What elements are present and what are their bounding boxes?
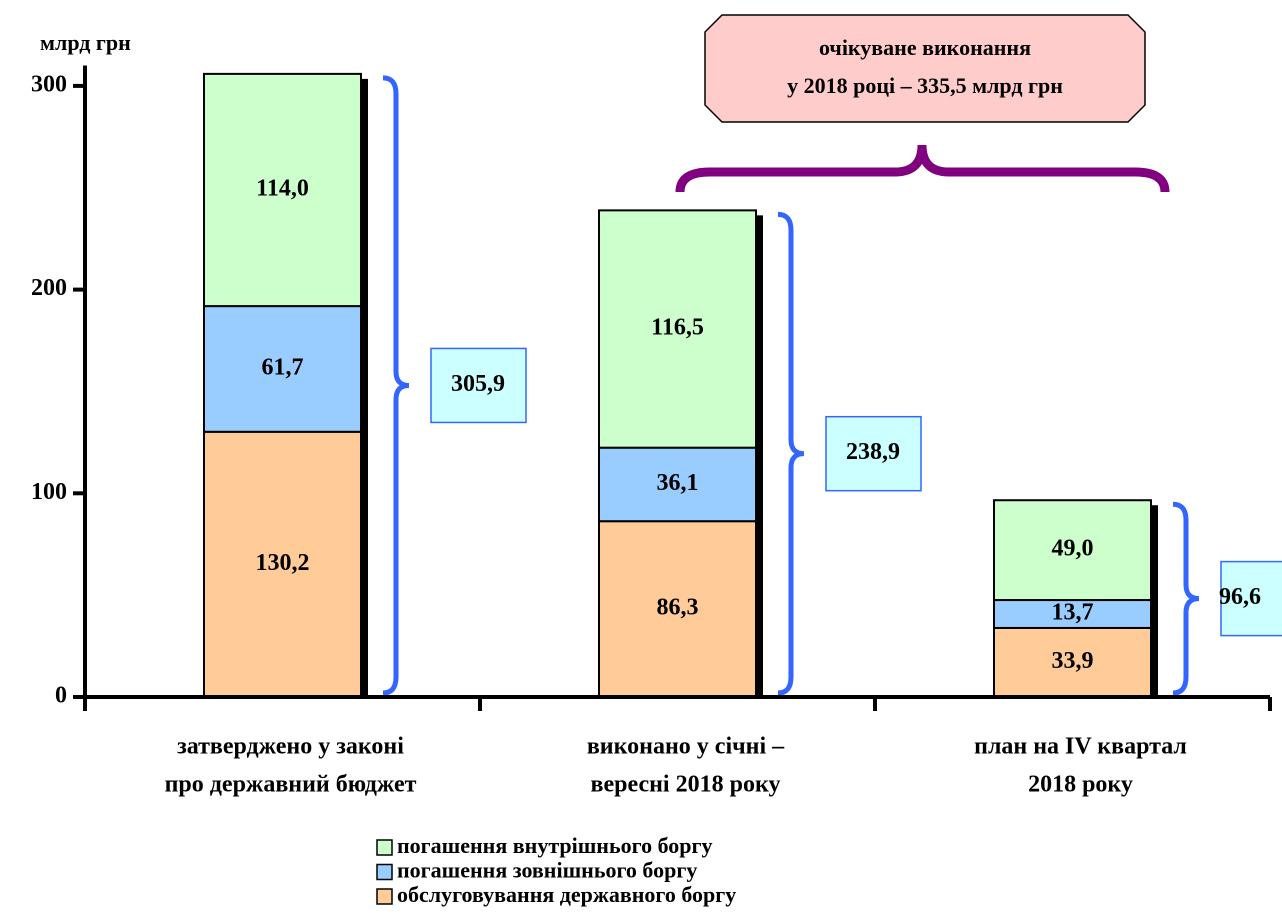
- annotation-box: [704, 14, 1146, 123]
- bar-shadow: [756, 215, 763, 697]
- y-tick-label: 300: [31, 71, 67, 97]
- total-label: 96,6: [1219, 584, 1261, 610]
- data-label: 130,2: [256, 550, 310, 576]
- total-brace: [1172, 501, 1200, 696]
- y-tick-label: 200: [31, 275, 67, 301]
- data-label: 116,5: [651, 315, 704, 341]
- y-axis-label: млрд грн: [40, 30, 131, 55]
- total-brace: [777, 211, 805, 696]
- legend-label: погашення внутрішнього боргу: [397, 833, 713, 858]
- bar-shadow: [361, 78, 368, 697]
- bar-segment: [598, 520, 757, 699]
- data-label: 49,0: [1052, 536, 1094, 562]
- legend-label: обслуговування державного боргу: [397, 882, 736, 907]
- bar-segment: [203, 430, 362, 698]
- data-label: 61,7: [262, 354, 304, 380]
- data-label: 36,1: [657, 470, 699, 496]
- y-tick-label: 0: [55, 683, 67, 709]
- x-tick-label: 2018 року: [1028, 772, 1133, 798]
- total-box: [1220, 560, 1282, 637]
- data-label: 13,7: [1052, 599, 1094, 625]
- bar-segment: [993, 499, 1152, 602]
- annotation: очікуване виконання: [819, 35, 1031, 60]
- bar-segment: [598, 209, 757, 449]
- x-tick-label: вересні 2018 року: [591, 772, 781, 798]
- x-tick-label: виконано у січні –: [587, 734, 785, 760]
- total-box: [430, 347, 527, 424]
- data-label: 114,0: [256, 175, 309, 201]
- legend-swatch: [376, 888, 393, 905]
- total-brace: [382, 75, 410, 696]
- x-tick-label: про державний бюджет: [165, 772, 417, 798]
- total-label: 238,9: [846, 439, 900, 465]
- y-tick-label: 100: [31, 479, 67, 505]
- group-brace: [675, 144, 1170, 193]
- total-box: [825, 415, 922, 492]
- legend-swatch: [376, 863, 393, 881]
- x-tick-label: план на IV квартал: [974, 734, 1187, 760]
- bar-segment: [203, 72, 362, 308]
- legend-label: погашення зовнішнього боргу: [397, 858, 697, 883]
- bar-shadow: [1151, 505, 1158, 697]
- data-label: 86,3: [657, 595, 699, 621]
- data-label: 33,9: [1052, 648, 1094, 674]
- x-tick-label: затверджено у законі: [177, 734, 404, 760]
- bar-segment: [993, 599, 1152, 629]
- annotation: у 2018 році – 335,5 млрд грн: [787, 73, 1063, 98]
- total-label: 305,9: [451, 371, 505, 397]
- bar-segment: [203, 305, 362, 433]
- legend-swatch: [376, 839, 393, 856]
